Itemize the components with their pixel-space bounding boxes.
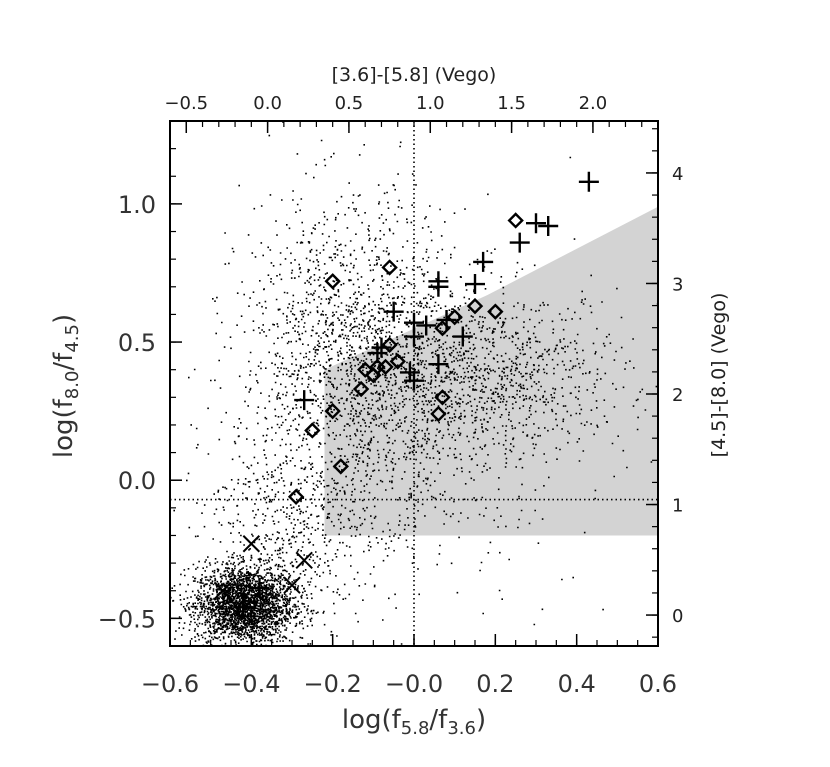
plus-marker [578,171,599,192]
top-tick-label: −0.5 [164,93,208,114]
diamond-marker [434,389,451,406]
diamond-marker [357,361,374,378]
plus-marker [416,315,437,336]
diamond-marker [304,422,321,439]
diamond-marker [466,297,484,315]
top-tick-label: 1.0 [416,93,445,114]
plus-marker [428,276,449,297]
plus-marker [294,390,315,411]
x-tick-label: −0.6 [141,670,199,698]
x-tick-label: −0.0 [385,670,443,698]
y-tick-label: 0.5 [118,329,156,357]
plus-marker [233,597,254,618]
axis-ticks [169,120,659,647]
axis-labels: −0.6 −0.4 −0.2 −0.0 0.2 0.4 0.6 −0.5 0.0 0.5 1.0 −0… [98,93,684,698]
diamond-marker [446,308,463,326]
x-marker [295,551,313,570]
plus-marker [526,213,546,234]
top-tick-label: 0.5 [335,93,364,114]
diamond-marker [389,353,406,370]
plus-marker [538,216,559,236]
plus-marker [367,343,388,364]
diamond-marker [324,273,341,290]
diamond-marker [287,488,305,505]
plus-marker [404,370,424,391]
x-tick-label: 0.4 [558,670,596,698]
x-tick-label: 0.6 [639,670,677,698]
y-tick-label: −0.5 [98,605,156,633]
diamond-marker [324,402,341,420]
diamond-marker [381,336,398,354]
x-axis-title: log(f5.8/f3.6) [342,705,486,739]
y-tick-label: 0.0 [118,467,156,495]
x-marker [242,535,261,553]
plus-marker [436,309,457,330]
diamond-marker [352,380,370,398]
plus-marker [509,232,530,253]
diamond-marker [365,367,382,384]
right-tick-label: 4 [672,164,683,185]
plus-marker [249,577,270,598]
marked-sources [214,171,599,618]
top-tick-label: 2.0 [579,93,608,114]
plus-marker [465,274,485,295]
right-tick-label: 2 [672,385,683,406]
right-tick-label: 0 [672,606,683,627]
right-axis-title: [4.5]-[8.0] (Vego) [708,293,730,458]
plus-marker [383,301,404,322]
diamond-marker [332,458,349,475]
plus-marker [428,354,449,375]
plus-marker [404,326,424,347]
x-tick-label: −0.4 [222,670,280,698]
right-tick-label: 3 [672,274,683,295]
top-tick-label: 0.0 [253,93,282,114]
top-tick-label: 1.5 [497,93,526,114]
diamond-marker [430,405,447,423]
x-marker [283,576,301,594]
plus-marker [452,326,473,347]
diamond-marker [381,259,398,276]
top-axis-title: [3.6]-[5.8] (Vego) [332,64,497,86]
plus-marker [399,362,420,383]
right-tick-label: 1 [672,496,683,517]
x-tick-label: −0.2 [304,670,362,698]
x-marker [214,582,232,600]
plus-marker [473,251,494,272]
diamond-marker [507,212,524,229]
y-tick-label: 1.0 [118,191,156,219]
diamond-marker [487,303,504,320]
y-axis-title: log(f8.0/f4.5) [49,314,83,458]
x-tick-label: 0.2 [476,670,514,698]
